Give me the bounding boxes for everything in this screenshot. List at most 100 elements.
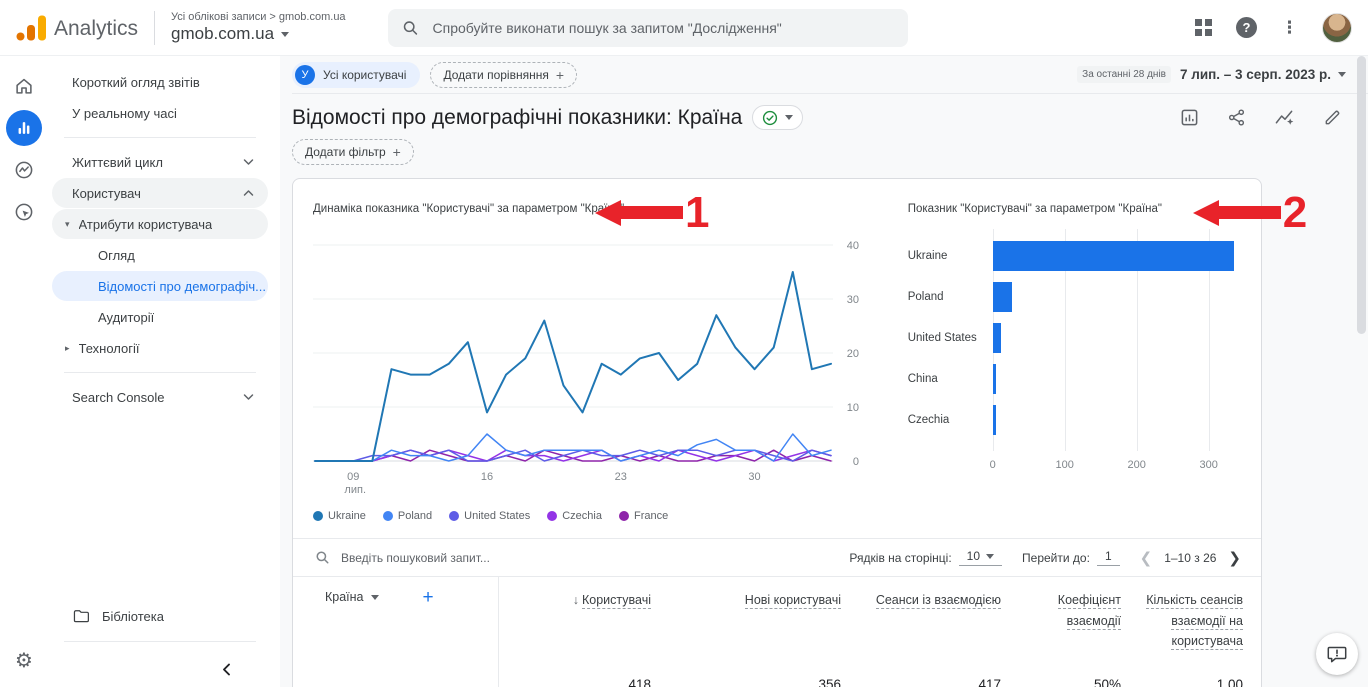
column-header-1[interactable]: ↓Користувачі bbox=[499, 590, 651, 652]
sidebar-nav: Короткий огляд звітівУ реальному часі Жит… bbox=[48, 66, 280, 413]
scrollbar-thumb[interactable] bbox=[1357, 56, 1366, 334]
sidebar-item-7[interactable]: Відомості про демографіч... bbox=[52, 271, 268, 301]
library-label: Бібліотека bbox=[102, 609, 164, 624]
sidebar-item-library[interactable]: Бібліотека bbox=[52, 600, 268, 632]
annotation-arrow-1: 1 bbox=[595, 195, 707, 230]
column-header-3[interactable]: Сеанси із взаємодією bbox=[841, 590, 1001, 652]
vertical-scrollbar[interactable] bbox=[1354, 56, 1368, 687]
bar-czechia[interactable] bbox=[993, 405, 997, 435]
sidebar-item-label: Search Console bbox=[72, 390, 165, 405]
add-filter-chip[interactable]: Додати фільтр + bbox=[292, 139, 414, 165]
annotation-number-2: 2 bbox=[1283, 195, 1305, 230]
sidebar-item-11[interactable]: Search Console bbox=[52, 382, 268, 412]
report-status-badge[interactable] bbox=[752, 105, 803, 130]
account-switcher[interactable]: Усі облікові записи > gmob.com.ua gmob.c… bbox=[171, 11, 346, 44]
home-nav-button[interactable] bbox=[6, 68, 42, 104]
sidebar-item-5[interactable]: ▾Атрибути користувача bbox=[52, 209, 268, 239]
rows-per-page-select[interactable]: 10 bbox=[959, 549, 1002, 566]
folder-icon bbox=[72, 607, 90, 625]
bar-row-united-states: United States bbox=[993, 317, 1241, 358]
prev-page-button[interactable]: ❮ bbox=[1140, 549, 1153, 567]
user-avatar[interactable] bbox=[1322, 13, 1352, 43]
chevron-down-icon bbox=[986, 554, 994, 559]
bar-poland[interactable] bbox=[993, 282, 1012, 312]
sidebar-item-4[interactable]: Користувач bbox=[52, 178, 268, 208]
dimension-header[interactable]: Країна bbox=[325, 590, 379, 604]
sidebar-item-6[interactable]: Огляд bbox=[52, 240, 268, 270]
segments-row: У Усі користувачі Додати порівняння + За… bbox=[292, 56, 1368, 94]
settings-gear-icon[interactable]: ⚙ bbox=[15, 651, 33, 671]
breadcrumb: Усі облікові записи > gmob.com.ua bbox=[171, 11, 346, 23]
legend-item-ukraine: Ukraine bbox=[313, 510, 366, 522]
reports-nav-button[interactable] bbox=[6, 110, 42, 146]
bar-united-states[interactable] bbox=[993, 323, 1002, 353]
insights-icon bbox=[1274, 108, 1295, 127]
triangle-right-icon[interactable]: ▸ bbox=[65, 343, 70, 354]
bar-ukraine[interactable] bbox=[993, 241, 1234, 271]
feedback-icon bbox=[1326, 643, 1348, 665]
totals-metrics: 418100% від загального підсумка356100% в… bbox=[498, 664, 1261, 687]
sidebar-chevron[interactable] bbox=[243, 158, 254, 166]
sidebar-item-1[interactable]: У реальному часі bbox=[52, 98, 268, 128]
legend-label: Czechia bbox=[562, 510, 602, 522]
dimension-header-label: Країна bbox=[325, 590, 364, 604]
sidebar-item-0[interactable]: Короткий огляд звітів bbox=[52, 67, 268, 97]
line-chart-svg: 01020304009лип.162330 bbox=[313, 231, 861, 495]
advertising-nav-button[interactable] bbox=[6, 194, 42, 230]
table-search[interactable] bbox=[315, 550, 849, 566]
column-header-label: Кількість сеансів взаємодії на користува… bbox=[1146, 593, 1243, 650]
search-input[interactable] bbox=[431, 19, 894, 37]
collapse-sidebar-button[interactable] bbox=[48, 651, 280, 687]
advertising-icon bbox=[13, 201, 35, 223]
goto-page-value: 1 bbox=[1105, 549, 1112, 563]
explore-icon bbox=[13, 159, 35, 181]
kebab-menu-icon[interactable]: ⋮ bbox=[1281, 19, 1298, 36]
column-header-4[interactable]: Коефіцієнт взаємодії bbox=[1001, 590, 1121, 652]
ga4-demographic-details-page: { "header": { "app_name": "Analytics", "… bbox=[0, 0, 1368, 687]
customize-report-button[interactable] bbox=[1180, 108, 1199, 127]
bar-china[interactable] bbox=[993, 364, 997, 394]
add-dimension-button[interactable]: + bbox=[423, 587, 434, 609]
svg-text:16: 16 bbox=[481, 471, 493, 483]
reports-sidebar: Короткий огляд звітівУ реальному часі Жит… bbox=[48, 56, 280, 687]
app-header: Analytics Усі облікові записи > gmob.com… bbox=[0, 0, 1368, 56]
apps-grid-icon[interactable] bbox=[1195, 19, 1212, 36]
legend-item-france: France bbox=[619, 510, 668, 522]
bar-chart-panel: Показник "Користувачі" за параметром "Кр… bbox=[908, 203, 1241, 522]
chevron-down-icon bbox=[785, 115, 793, 120]
column-header-label: Сеанси із взаємодією bbox=[876, 593, 1001, 609]
goto-page-label: Перейти до: bbox=[1022, 551, 1090, 565]
feedback-button[interactable] bbox=[1316, 633, 1358, 675]
table-search-input[interactable] bbox=[339, 550, 619, 566]
column-header-5[interactable]: Кількість сеансів взаємодії на користува… bbox=[1121, 590, 1243, 652]
app-name: Analytics bbox=[54, 18, 138, 41]
goto-page-input[interactable]: 1 bbox=[1097, 549, 1120, 566]
share-button[interactable] bbox=[1227, 108, 1246, 127]
triangle-down-icon[interactable]: ▾ bbox=[65, 219, 70, 230]
column-header-2[interactable]: Нові користувачі bbox=[651, 590, 841, 652]
table-header-row: Країна + ↓КористувачіНові користувачі Сеа… bbox=[293, 576, 1261, 664]
date-range-picker[interactable]: 7 лип. – 3 серп. 2023 р. bbox=[1180, 67, 1346, 82]
chevron-up-icon bbox=[243, 189, 254, 197]
analytics-logo[interactable]: Analytics bbox=[0, 15, 138, 41]
sidebar-item-9[interactable]: ▸ Технології bbox=[52, 333, 268, 363]
bar-chart-icon bbox=[14, 118, 34, 138]
sidebar-chevron[interactable] bbox=[243, 393, 254, 401]
share-icon bbox=[1227, 108, 1246, 127]
sidebar-divider bbox=[64, 641, 256, 642]
insights-button[interactable] bbox=[1274, 108, 1295, 127]
sidebar-item-3[interactable]: Життєвий цикл bbox=[52, 147, 268, 177]
next-page-button[interactable]: ❯ bbox=[1228, 549, 1241, 567]
sidebar-item-8[interactable]: Аудиторії bbox=[52, 302, 268, 332]
all-users-chip[interactable]: У Усі користувачі bbox=[292, 62, 420, 88]
legend-label: France bbox=[634, 510, 668, 522]
help-icon[interactable]: ? bbox=[1236, 17, 1257, 38]
sidebar-chevron[interactable] bbox=[243, 189, 254, 197]
edit-button[interactable] bbox=[1323, 108, 1342, 127]
add-comparison-chip[interactable]: Додати порівняння + bbox=[430, 62, 577, 88]
explore-nav-button[interactable] bbox=[6, 152, 42, 188]
totals-cell-4: 50%Сер. 0% bbox=[1001, 674, 1121, 687]
rows-per-page-value: 10 bbox=[967, 549, 980, 563]
global-search[interactable] bbox=[388, 9, 908, 47]
sidebar-item-label: Технології bbox=[79, 341, 140, 356]
